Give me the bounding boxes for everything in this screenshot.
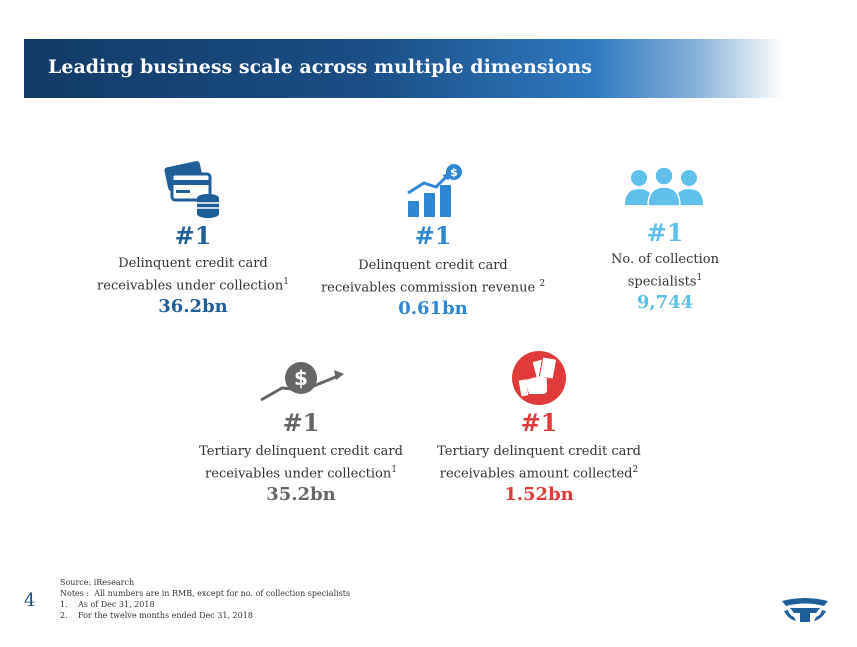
rank-label: #1 [282, 408, 320, 437]
stat-description: Delinquent credit card receivables under… [97, 256, 289, 294]
rank-label: #1 [520, 408, 558, 437]
stat-description: Tertiary delinquent credit card receivab… [437, 444, 641, 482]
cash-in-hand-icon [512, 351, 566, 405]
source-note: Source: iResearch [60, 578, 135, 587]
svg-text:$: $ [450, 166, 458, 179]
company-logo [782, 598, 828, 622]
title-banner: Leading business scale across multiple d… [24, 39, 784, 98]
footnote-2: 2. For the twelve months ended Dec 31, 20… [60, 611, 253, 620]
footnote-1: 1. As of Dec 31, 2018 [60, 600, 155, 609]
svg-text:$: $ [294, 366, 308, 390]
stat-value: 1.52bn [504, 484, 574, 506]
rank-label: #1 [646, 218, 684, 247]
stat-tertiary-amount-collected: #1 Tertiary delinquent credit card recei… [424, 409, 654, 507]
rank-label: #1 [414, 221, 452, 250]
credit-card-coins-icon [164, 161, 219, 218]
footnotes: Source: iResearch Notes : All numbers ar… [60, 577, 350, 621]
stat-collection-specialists: #1 No. of collection specialists1 9,744 [575, 219, 755, 315]
stat-tertiary-receivables: #1 Tertiary delinquent credit card recei… [186, 409, 416, 507]
stat-description: Delinquent credit card receivables commi… [320, 258, 546, 296]
dollar-coin-rising-icon: $ [260, 362, 344, 402]
stat-value: 35.2bn [266, 484, 336, 506]
stat-delinquent-receivables: #1 Delinquent credit card receivables un… [78, 222, 308, 319]
rank-label: #1 [174, 221, 212, 250]
page-title: Leading business scale across multiple d… [48, 56, 592, 78]
stat-value: 0.61bn [398, 298, 468, 320]
notes-line: Notes : All numbers are in RMB, except f… [60, 589, 351, 598]
growth-chart-dollar-icon: $ [407, 164, 462, 217]
stat-commission-revenue: #1 Delinquent credit card receivables co… [312, 222, 554, 321]
stat-value: 36.2bn [158, 296, 228, 318]
page-number: 4 [24, 590, 36, 611]
stat-value: 9,744 [636, 292, 694, 314]
stat-description: No. of collection specialists1 [611, 252, 719, 290]
stat-description: Tertiary delinquent credit card receivab… [199, 444, 403, 482]
collection-team-icon [625, 166, 703, 207]
